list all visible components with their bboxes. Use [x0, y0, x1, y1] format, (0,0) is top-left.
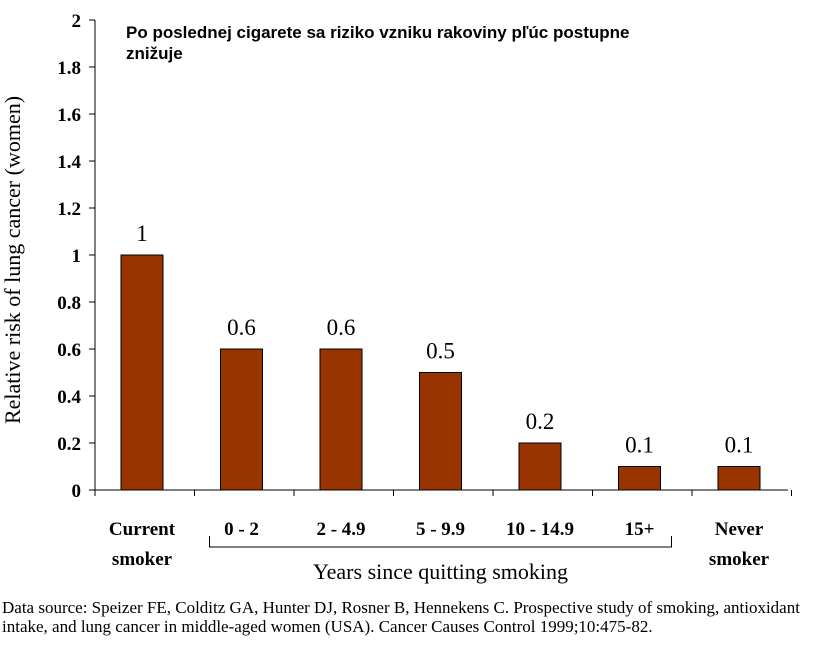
x-range-bracket [209, 536, 672, 548]
chart-title: Po poslednej cigarete sa riziko vzniku r… [126, 23, 629, 63]
category-label: Current [109, 519, 176, 540]
y-tick-label: 1.8 [57, 58, 81, 79]
bar [120, 254, 164, 491]
bar [419, 372, 462, 491]
data-label: 0.1 [625, 433, 654, 458]
category-label: smoker [709, 549, 770, 570]
category-label: 2 - 4.9 [316, 519, 365, 540]
bar [220, 348, 263, 491]
data-label: 0.6 [227, 315, 256, 340]
bar [618, 466, 661, 491]
y-tick-label: 0.6 [57, 340, 81, 361]
bar [717, 466, 761, 491]
y-tick-label: 0 [72, 481, 82, 502]
chart-title-line: Po poslednej cigarete sa riziko vzniku r… [126, 23, 629, 42]
bar [319, 348, 363, 491]
y-tick-label: 2 [72, 11, 82, 32]
x-axis-label: Years since quitting smoking [313, 559, 568, 584]
y-axis-ticks: 0 0.2 0.4 0.6 0.8 1 1.2 1.4 1.6 1.8 2 [57, 11, 792, 502]
data-labels: 1 0.6 0.6 0.5 0.2 0.1 0.1 [136, 221, 753, 458]
y-tick-label: 1.4 [57, 152, 81, 173]
data-source-note: Data source: Speizer FE, Colditz GA, Hun… [2, 598, 800, 636]
category-label: 10 - 14.9 [506, 519, 574, 540]
category-label: 15+ [625, 519, 655, 540]
category-label: 0 - 2 [224, 519, 259, 540]
data-label: 0.2 [526, 409, 555, 434]
y-tick-label: 0.4 [57, 387, 81, 408]
y-tick-label: 1.2 [57, 199, 81, 220]
category-label: Never [715, 519, 764, 540]
data-label: 1 [136, 221, 148, 246]
bar [518, 442, 562, 491]
data-label: 0.6 [327, 315, 356, 340]
bars [120, 254, 761, 491]
category-label: smoker [112, 549, 173, 570]
chart-title-line: znižuje [126, 44, 183, 63]
y-tick-label: 0.2 [57, 434, 81, 455]
category-label: 5 - 9.9 [416, 519, 465, 540]
y-tick-label: 0.8 [57, 293, 81, 314]
y-tick-label: 1 [72, 246, 82, 267]
y-axis-label: Relative risk of lung cancer (women) [0, 96, 25, 424]
y-tick-label: 1.6 [57, 105, 81, 126]
bar-chart: 0 0.2 0.4 0.6 0.8 1 1.2 1.4 1.6 1.8 2 1 0.6 0.6 0.5 0.… [0, 11, 792, 584]
data-label: 0.5 [426, 339, 455, 364]
category-labels: Current smoker 0 - 2 2 - 4.9 5 - 9.9 10 - 14.… [109, 519, 770, 570]
data-label: 0.1 [725, 433, 754, 458]
